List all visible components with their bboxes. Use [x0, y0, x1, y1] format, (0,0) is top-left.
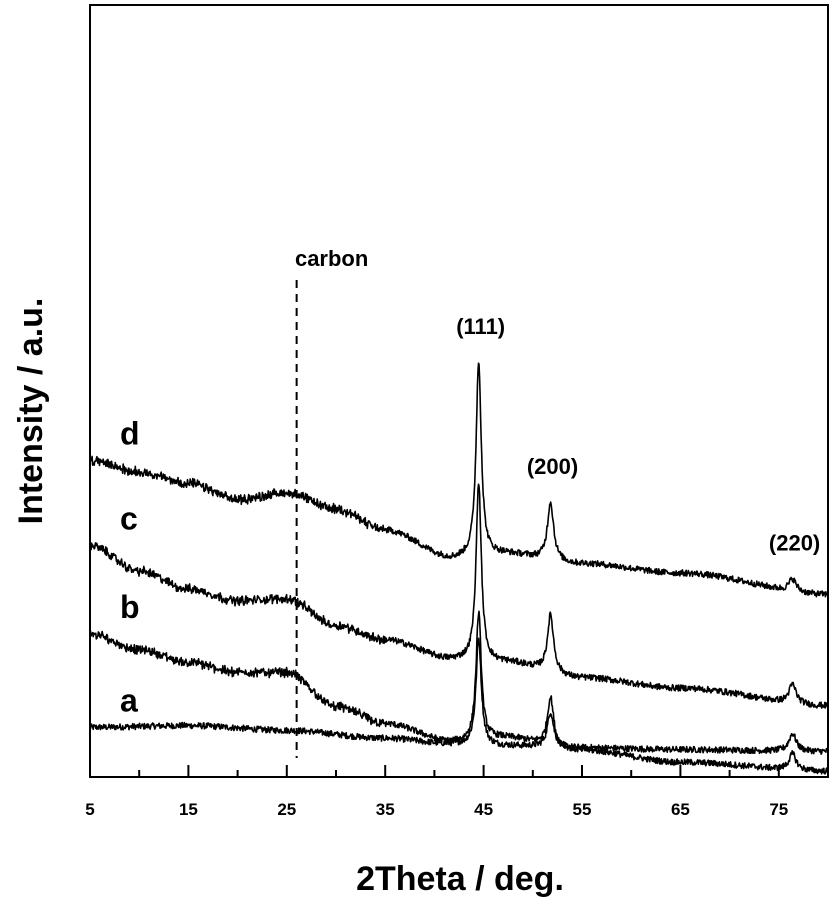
x-tick-label-15: 15	[179, 800, 198, 819]
series-line-a	[89, 637, 829, 755]
peak-labels: (111) (200) (220)	[456, 314, 820, 556]
x-tick-label-55: 55	[573, 800, 592, 819]
series-labels: a b c d	[120, 416, 140, 719]
carbon-label: carbon	[295, 246, 368, 271]
series-label-b: b	[120, 589, 140, 625]
series-label-c: c	[120, 500, 138, 536]
x-tick-label-75: 75	[769, 800, 788, 819]
peak-label-111: (111)	[456, 314, 505, 339]
x-tick-label-5: 5	[85, 800, 94, 819]
series-line-c	[89, 483, 829, 709]
series-group	[89, 362, 829, 775]
series-line-d	[89, 362, 829, 598]
series-label-d: d	[120, 416, 140, 452]
peak-label-200: (200)	[527, 454, 578, 479]
x-tick-label-25: 25	[277, 800, 296, 819]
x-tick-label-65: 65	[671, 800, 690, 819]
x-axis-tick-labels: 5 15 25 35 45 55 65 75	[85, 800, 788, 819]
peak-label-220: (220)	[769, 531, 820, 556]
series-line-b	[89, 610, 829, 775]
y-axis-title: Intensity / a.u.	[12, 298, 50, 525]
x-axis-ticks	[89, 765, 780, 777]
plot-frame	[89, 4, 829, 778]
x-tick-label-45: 45	[474, 800, 493, 819]
series-label-a: a	[120, 682, 138, 718]
x-tick-label-35: 35	[376, 800, 395, 819]
x-axis-title: 2Theta / deg.	[356, 860, 564, 898]
